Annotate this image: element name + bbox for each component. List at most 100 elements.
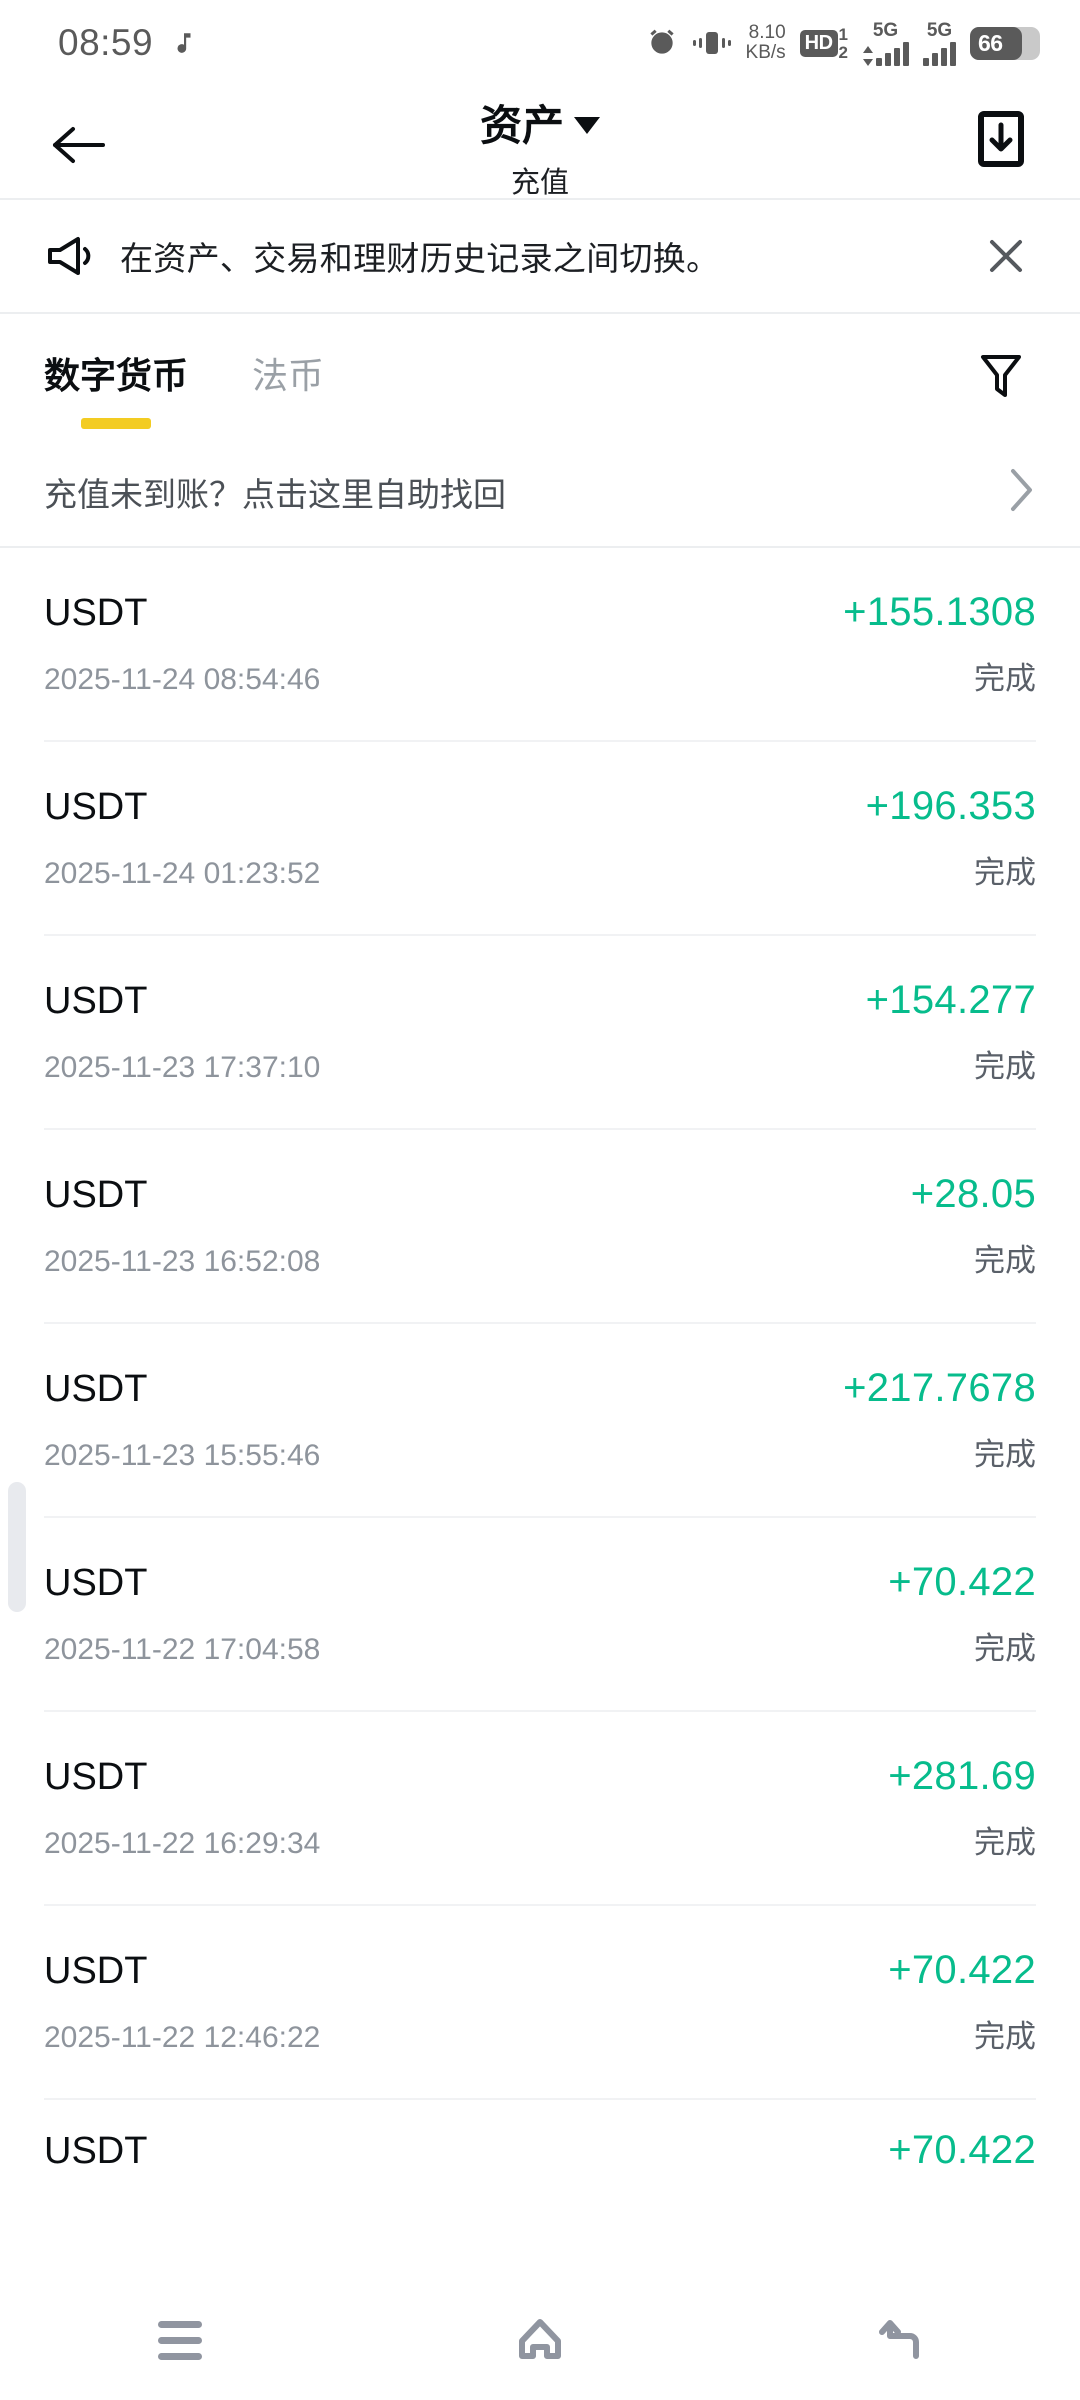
table-row[interactable]: USDT +70.422 2025-11-22 12:46:22 完成: [0, 1906, 1080, 2100]
home-icon: [519, 2319, 561, 2359]
back-button[interactable]: [44, 110, 114, 180]
hd-voice-indicator: HD 1 2: [799, 24, 848, 62]
download-icon: [978, 111, 1024, 167]
row-amount: +196.353: [865, 784, 1036, 828]
app-header: 资产 充值: [0, 86, 1080, 201]
page-title-dropdown[interactable]: 资产: [480, 92, 600, 153]
sim2-network-label: 5G: [926, 19, 953, 41]
tab-bar: 数字货币 法币: [0, 314, 1080, 438]
row-coin: USDT: [44, 1368, 148, 1410]
nav-back-button[interactable]: [840, 2290, 960, 2390]
row-status: 完成: [974, 1631, 1036, 1666]
deposit-help-row[interactable]: 充值未到账？点击这里自助找回: [0, 438, 1080, 548]
row-status: 完成: [974, 661, 1036, 696]
row-amount: +70.422: [888, 1560, 1036, 1604]
row-datetime: 2025-11-24 08:54:46: [44, 663, 321, 696]
row-coin: USDT: [44, 786, 148, 828]
page-title: 资产: [479, 102, 564, 149]
row-status: 完成: [974, 855, 1036, 890]
row-amount: +70.422: [888, 2128, 1036, 2172]
filter-icon: [981, 355, 1021, 397]
header-divider: [0, 198, 1080, 200]
table-row[interactable]: USDT +154.277 2025-11-23 17:37:10 完成: [0, 936, 1080, 1130]
nav-home-button[interactable]: [480, 2290, 600, 2390]
network-speed-unit: KB/s: [745, 42, 786, 63]
sim1-bars: [876, 41, 909, 66]
row-datetime: 2025-11-22 12:46:22: [44, 2021, 321, 2054]
notice-banner[interactable]: 在资产、交易和理财历史记录之间切换。: [0, 200, 1080, 312]
status-bar-clock: 08:59: [58, 22, 154, 63]
battery-indicator: 66: [970, 26, 1040, 60]
row-coin: USDT: [44, 1174, 148, 1216]
hd-sim1-label: 1: [838, 24, 848, 44]
row-datetime: 2025-11-22 17:04:58: [44, 1633, 321, 1666]
table-row[interactable]: USDT +70.422 2025-11-22 17:04:58 完成: [0, 1518, 1080, 1712]
row-status: 完成: [974, 2019, 1036, 2054]
table-row[interactable]: USDT +155.1308 2025-11-24 08:54:46 完成: [0, 548, 1080, 742]
banner-divider: [0, 312, 1080, 314]
row-coin: USDT: [44, 1562, 148, 1604]
row-amount: +217.7678: [843, 1366, 1036, 1410]
system-nav-bar: [0, 2280, 1080, 2400]
table-row[interactable]: USDT +217.7678 2025-11-23 15:55:46 完成: [0, 1324, 1080, 1518]
chevron-right-icon: [1011, 468, 1032, 511]
row-status: 完成: [974, 1243, 1036, 1278]
megaphone-icon: [48, 237, 91, 275]
back-icon: [879, 2320, 919, 2359]
alarm-clock-icon: [649, 29, 674, 54]
row-amount: +154.277: [865, 978, 1036, 1022]
nav-recents-button[interactable]: [120, 2290, 240, 2390]
download-button[interactable]: [966, 104, 1036, 174]
row-status: 完成: [974, 1049, 1036, 1084]
row-coin: USDT: [44, 1756, 148, 1798]
music-note-icon: [177, 33, 191, 53]
hd-label: HD: [799, 29, 838, 57]
row-coin: USDT: [44, 2130, 148, 2172]
hd-sim2-label: 2: [838, 42, 848, 62]
scrollbar-thumb[interactable]: [8, 1482, 26, 1612]
tab-fiat[interactable]: 法币: [252, 355, 325, 396]
title-block: 资产 充值: [0, 92, 1080, 201]
row-datetime: 2025-11-22 16:29:34: [44, 1827, 321, 1860]
row-coin: USDT: [44, 1950, 148, 1992]
status-bar-left: 08:59: [58, 22, 197, 64]
notice-banner-close-button[interactable]: [976, 226, 1036, 286]
network-speed: 8.10 KB/s: [746, 23, 786, 63]
row-coin: USDT: [44, 592, 148, 634]
row-status: 完成: [974, 1437, 1036, 1472]
row-amount: +28.05: [910, 1172, 1036, 1216]
data-transfer-icon: [863, 45, 873, 66]
table-row[interactable]: USDT +70.422: [0, 2100, 1080, 2220]
close-icon: [990, 240, 1022, 272]
notice-banner-text: 在资产、交易和理财历史记录之间切换。: [120, 240, 720, 277]
tab-crypto[interactable]: 数字货币: [44, 347, 188, 405]
vibrate-icon: [692, 32, 731, 54]
table-row[interactable]: USDT +281.69 2025-11-22 16:29:34 完成: [0, 1712, 1080, 1906]
chevron-down-icon: [574, 117, 600, 134]
row-amount: +70.422: [888, 1948, 1036, 1992]
row-amount: +281.69: [888, 1754, 1036, 1798]
filter-button[interactable]: [966, 341, 1036, 411]
sim2-bars: [923, 41, 956, 66]
page-subtitle: 充值: [510, 167, 569, 199]
deposit-help-chevron: [1008, 467, 1036, 518]
battery-percent-label: 66: [978, 29, 1003, 56]
transaction-list: USDT +155.1308 2025-11-24 08:54:46 完成 US…: [0, 548, 1080, 2220]
table-row[interactable]: USDT +196.353 2025-11-24 01:23:52 完成: [0, 742, 1080, 936]
row-amount: +155.1308: [843, 590, 1036, 634]
row-datetime: 2025-11-23 17:37:10: [44, 1051, 321, 1084]
row-status: 完成: [974, 1825, 1036, 1860]
status-bar-right: 8.10 KB/s HD 1 2 5G: [646, 21, 1040, 66]
sim1-signal: 5G: [862, 21, 909, 66]
row-datetime: 2025-11-23 15:55:46: [44, 1439, 321, 1472]
sim2-signal: 5G: [923, 21, 956, 66]
sim1-network-label: 5G: [872, 19, 899, 41]
row-datetime: 2025-11-24 01:23:52: [44, 857, 321, 890]
row-coin: USDT: [44, 980, 148, 1022]
menu-icon: [158, 2320, 202, 2360]
table-row[interactable]: USDT +28.05 2025-11-23 16:52:08 完成: [0, 1130, 1080, 1324]
battery-fill: [970, 26, 1022, 60]
status-bar: 08:59 8.10 KB/s HD: [0, 0, 1080, 86]
network-speed-value: 8.10: [748, 22, 786, 44]
